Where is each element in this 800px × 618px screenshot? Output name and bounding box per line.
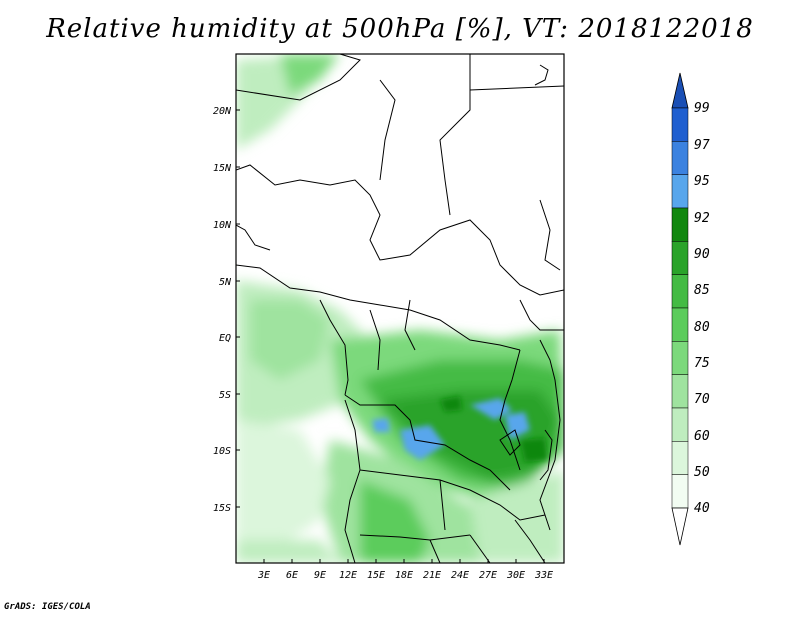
lon-tick-label: 6E [286, 570, 298, 581]
colorbar-segment [671, 441, 689, 475]
lon-tick-label: 30E [506, 570, 525, 581]
colorbar-level-label: 99 [694, 101, 710, 116]
colorbar-segment [671, 207, 689, 242]
colorbar-level-label: 80 [694, 320, 710, 335]
lat-tick-label: 20N [213, 106, 232, 117]
lon-tick-label: 12E [339, 570, 357, 581]
colorbar-segment [671, 141, 689, 175]
colorbar-segment [671, 307, 689, 342]
lat-tick-label: 5N [219, 277, 232, 288]
page-title: Relative humidity at 500hPa [%], VT: 201… [46, 14, 754, 44]
map-frame [235, 53, 565, 564]
lat-tick-label: 15S [213, 503, 231, 514]
colorbar-level-label: 60 [694, 429, 710, 444]
colorbar: 99 97 95 92 90 85 80 75 70 60 50 40 [671, 72, 710, 546]
colorbar-segment [671, 107, 689, 142]
colorbar-level-label: 90 [694, 247, 710, 262]
colorbar-level-label: 85 [694, 283, 710, 298]
country-borders [236, 54, 564, 563]
lon-tick-label: 18E [395, 570, 413, 581]
colorbar-segment [671, 474, 689, 509]
lon-tick-label: 21E [423, 570, 441, 581]
colorbar-segment [671, 241, 689, 275]
lat-tick-label: 10S [213, 446, 231, 457]
colorbar-level-label: 70 [694, 392, 710, 407]
colorbar-top-arrow [671, 72, 689, 109]
colorbar-segment [671, 407, 689, 442]
colorbar-segment [671, 374, 689, 409]
lat-tick-label: 10N [213, 220, 232, 231]
colorbar-segment [671, 274, 689, 309]
colorbar-bottom-arrow [671, 507, 689, 546]
latitude-labels: 20N 15N 10N 5N EQ 5S 10S 15S [213, 106, 232, 514]
humidity-field [236, 54, 564, 563]
colorbar-level-label: 92 [694, 211, 710, 226]
map-figure: 20N 15N 10N 5N EQ 5S 10S 15S 3E 6E 9E 12… [213, 53, 710, 581]
colorbar-level-label: 95 [694, 174, 710, 189]
colorbar-segment [671, 341, 689, 375]
lon-tick-label: 27E [479, 570, 497, 581]
lon-tick-label: 3E [257, 570, 270, 581]
lat-tick-label: 15N [213, 163, 232, 174]
axis-ticks [236, 109, 545, 563]
colorbar-segment [671, 174, 689, 209]
lon-tick-label: 15E [367, 570, 385, 581]
lat-tick-label: EQ [219, 333, 231, 344]
colorbar-level-label: 50 [694, 465, 710, 480]
longitude-labels: 3E 6E 9E 12E 15E 18E 21E 24E 27E 30E 33E [257, 570, 553, 581]
colorbar-level-label: 40 [694, 501, 710, 516]
lat-tick-label: 5S [219, 390, 231, 401]
lon-tick-label: 9E [314, 570, 326, 581]
lon-tick-label: 33E [534, 570, 553, 581]
lon-tick-label: 24E [451, 570, 469, 581]
colorbar-level-label: 97 [694, 138, 710, 153]
colorbar-level-label: 75 [694, 356, 710, 371]
grads-credit: GrADS: IGES/COLA [4, 602, 91, 612]
